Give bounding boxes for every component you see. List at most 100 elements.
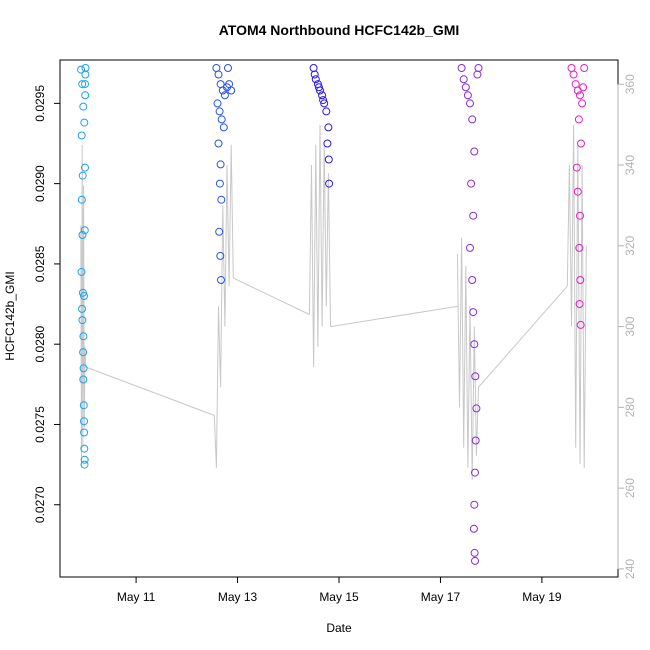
data-point <box>471 372 480 381</box>
data-point <box>80 455 89 464</box>
data-point <box>81 70 90 79</box>
data-point <box>220 91 229 100</box>
data-point <box>472 404 481 413</box>
altitude-trace-2 <box>213 144 234 468</box>
data-point <box>466 243 474 252</box>
altitude-connector-4 <box>478 285 568 388</box>
data-point <box>319 96 328 105</box>
data-point <box>569 70 578 79</box>
altitude-trace-4 <box>456 237 479 481</box>
y-tick-label: 0.0280 <box>33 326 47 363</box>
data-point <box>79 102 88 111</box>
y2-tick-label: 260 <box>623 478 637 498</box>
data-point <box>471 436 480 445</box>
data-point <box>469 524 478 533</box>
y-tick-label: 0.0285 <box>33 245 47 282</box>
data-point <box>77 65 86 74</box>
data-point <box>573 187 582 196</box>
data-point <box>575 300 584 308</box>
y2-tick-label: 280 <box>623 397 637 417</box>
y2-tick-label: 340 <box>623 155 637 175</box>
data-point <box>77 131 86 140</box>
data-point <box>79 332 88 341</box>
y2-tick-label: 240 <box>623 559 637 579</box>
y2-tick-label: 300 <box>623 316 637 336</box>
data-point <box>470 548 479 557</box>
data-point <box>461 83 470 92</box>
data-point <box>578 99 587 108</box>
data-point <box>78 80 87 89</box>
y-tick-label: 0.0270 <box>33 486 47 523</box>
altitude-connector-3 <box>330 305 458 328</box>
data-point <box>215 107 224 116</box>
y2-tick-label: 320 <box>623 235 637 255</box>
x-tick-label: May 19 <box>522 590 562 604</box>
data-point <box>471 556 479 565</box>
altitude-trace-layer <box>80 124 587 481</box>
data-point <box>468 115 477 124</box>
data-point <box>224 64 232 72</box>
data-point <box>580 64 589 72</box>
data-point <box>318 91 327 100</box>
altitude-trace-3 <box>308 124 331 368</box>
data-point <box>470 340 479 349</box>
data-point <box>470 500 479 509</box>
data-point <box>324 155 333 164</box>
x-tick-label: May 13 <box>218 590 258 604</box>
y-tick-label: 0.0275 <box>33 406 47 443</box>
data-point <box>468 276 477 284</box>
data-point <box>469 211 478 220</box>
data-point <box>77 195 86 204</box>
data-point <box>473 70 482 79</box>
chart-title: ATOM4 Northbound HCFC142b_GMI <box>219 22 460 38</box>
altitude-connector-1 <box>85 366 215 416</box>
data-point <box>216 251 225 260</box>
data-point <box>80 444 89 453</box>
data-point <box>459 75 468 84</box>
data-point <box>314 83 323 92</box>
data-point <box>78 231 87 239</box>
data-point <box>311 75 320 84</box>
data-point <box>219 123 228 132</box>
y-tick-label: 0.0290 <box>33 165 47 202</box>
data-points-layer <box>77 64 589 565</box>
data-point <box>214 139 223 148</box>
data-point <box>567 64 576 72</box>
data-point <box>323 139 332 148</box>
data-point <box>80 226 89 235</box>
data-point <box>216 160 225 169</box>
data-point <box>78 171 87 180</box>
data-point <box>467 179 476 188</box>
data-point <box>80 428 89 437</box>
data-point <box>576 320 585 329</box>
data-point <box>79 375 88 384</box>
x-tick-label: May 11 <box>117 590 156 604</box>
data-point <box>309 64 318 72</box>
data-point <box>576 211 584 220</box>
data-point <box>79 348 88 357</box>
data-point <box>576 91 584 100</box>
data-point <box>213 99 222 108</box>
data-point <box>215 227 224 236</box>
data-point <box>463 91 472 100</box>
data-point <box>79 401 88 410</box>
data-point <box>78 316 87 325</box>
data-point <box>79 364 88 373</box>
data-point <box>217 195 226 204</box>
x-axis-label: Date <box>326 621 352 635</box>
data-point <box>78 304 86 313</box>
data-point <box>80 118 89 127</box>
data-point <box>575 243 584 252</box>
data-point <box>576 276 585 284</box>
data-point <box>80 460 89 469</box>
data-point <box>215 179 224 188</box>
data-point <box>217 276 225 284</box>
data-point <box>80 292 88 300</box>
data-point <box>81 64 90 72</box>
data-point <box>579 83 588 92</box>
y2-tick-label: 360 <box>623 74 637 94</box>
data-point <box>572 163 581 172</box>
data-point <box>466 99 474 108</box>
data-point <box>322 107 331 116</box>
